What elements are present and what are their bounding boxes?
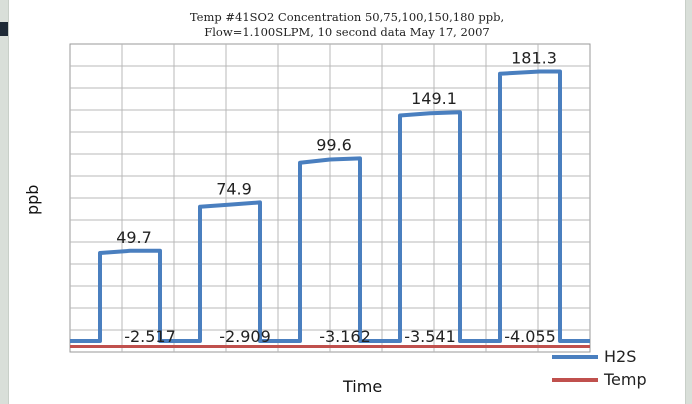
temp-value-label: -3.162 [319,327,371,346]
temp-value-label: -2.517 [124,327,176,346]
grid [69,43,591,353]
x-axis-label: Time [343,377,383,396]
peak-label: 181.3 [511,49,557,68]
edge-glyph [0,22,8,36]
temp-value-label: -4.055 [504,327,556,346]
chart-title: Temp #41SO2 Concentration 50,75,100,150,… [189,10,505,24]
legend: H2S Temp [552,347,647,389]
peak-label: 149.1 [411,89,457,108]
series-line-h2s [70,69,590,343]
temp-value-label: -2.909 [219,327,271,346]
series-lines [70,69,590,348]
peak-label: 74.9 [216,179,252,198]
data-labels: 49.7 74.9 99.6 149.1 181.3 -2.517 -2.909 -3.162… [116,49,557,347]
peak-label: 49.7 [116,228,152,247]
temp-value-label: -3.541 [404,327,456,346]
chart-subtitle: Flow=1.100SLPM, 10 second data May 17, 2… [204,25,490,39]
peak-label: 99.6 [316,135,352,154]
legend-label-temp: Temp [603,370,647,389]
legend-label-h2s: H2S [604,347,636,366]
chart-panel: Temp #41SO2 Concentration 50,75,100,150,… [8,0,686,404]
